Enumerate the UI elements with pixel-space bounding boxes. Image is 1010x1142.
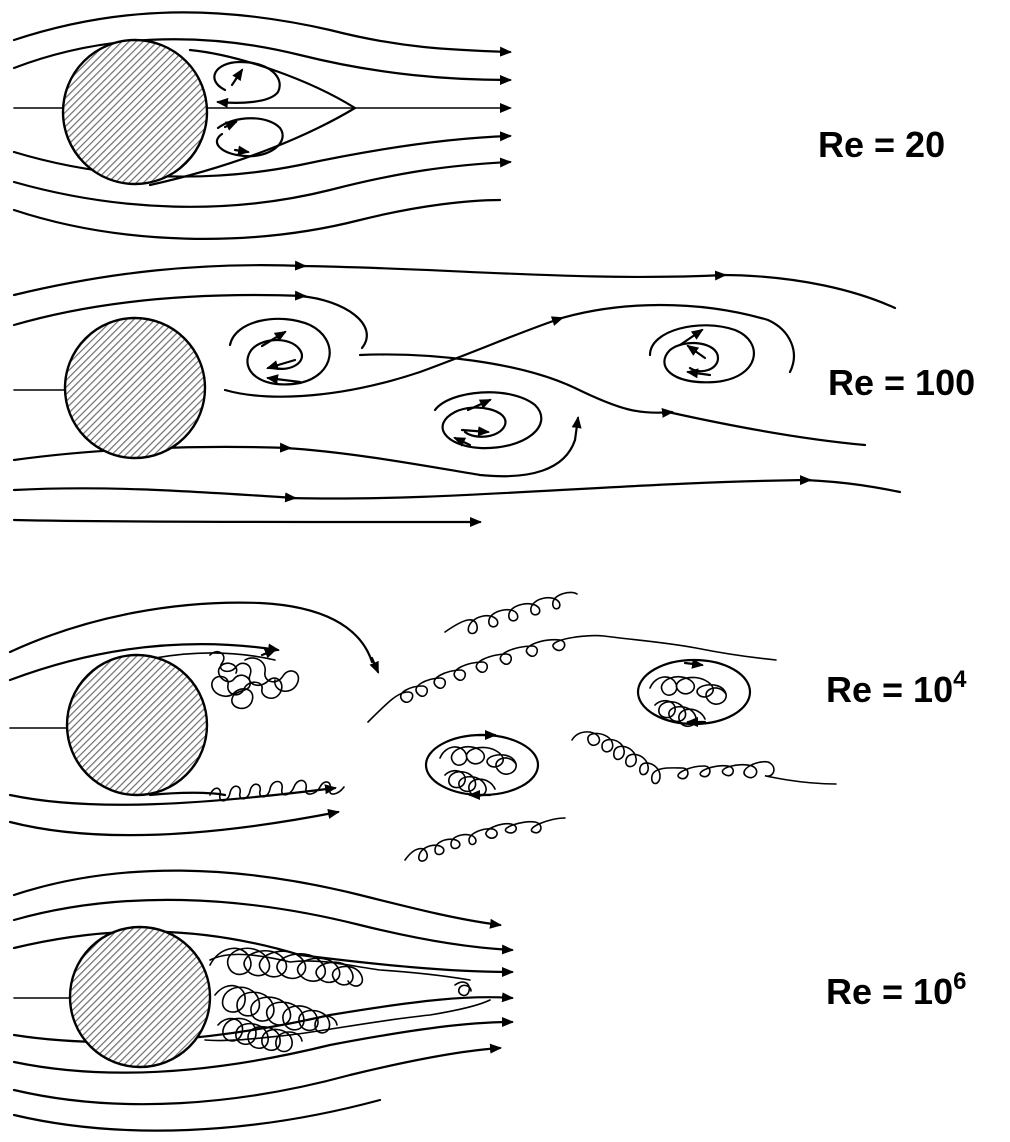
streamline <box>12 1098 382 1132</box>
vortex-arrow <box>683 658 704 669</box>
vortex <box>228 317 331 386</box>
streamline <box>718 273 897 310</box>
turbulent-eddy <box>244 657 300 692</box>
reynolds-exponent: 6 <box>953 968 967 995</box>
streamline <box>803 478 902 494</box>
streamline <box>8 643 280 682</box>
vortex-arrow <box>466 398 492 412</box>
streamline <box>298 264 727 281</box>
cylinder <box>68 925 212 1069</box>
eddy <box>213 60 281 108</box>
reynolds-exponent: 4 <box>953 666 967 693</box>
streamline <box>369 656 380 674</box>
turbulent-wake <box>217 1017 303 1053</box>
vortex-arrow <box>678 328 704 347</box>
streamline <box>553 303 795 374</box>
streamline <box>12 869 502 929</box>
streamline <box>571 416 582 442</box>
reynolds-text: Re = 10 <box>826 971 954 1012</box>
wake-curl <box>367 634 777 723</box>
turbulent-eddy <box>209 650 283 710</box>
reynolds-text: Re = 100 <box>828 362 976 403</box>
streamline <box>12 290 307 327</box>
eddy-arrow <box>223 120 238 131</box>
streamline <box>12 516 482 527</box>
vortex-arrow <box>460 426 490 437</box>
wake-curl <box>571 731 837 785</box>
streamline <box>666 410 867 447</box>
wake-bubble <box>148 48 357 187</box>
cylinder <box>65 653 209 797</box>
streamline <box>298 294 368 350</box>
streamline <box>12 898 514 955</box>
streamline <box>12 38 512 85</box>
streamline <box>12 1017 514 1074</box>
turbulent-wake <box>214 984 338 1034</box>
streamline <box>8 784 337 806</box>
streamline <box>288 475 812 500</box>
vortex-arrow <box>686 344 707 360</box>
streamline <box>154 652 276 661</box>
wake-curl <box>404 817 566 862</box>
turbulent-eddy <box>649 675 727 727</box>
vortex-arrow <box>266 358 297 370</box>
cylinder <box>61 38 209 186</box>
streamline <box>12 260 307 297</box>
vortex <box>648 324 755 384</box>
shear-curls <box>209 779 345 802</box>
streamline <box>12 198 502 240</box>
eddy-arrow <box>230 68 244 87</box>
streamline <box>12 157 512 208</box>
cylinder <box>63 316 207 460</box>
reynolds-text: Re = 10 <box>826 669 954 710</box>
turbulent-wake <box>204 953 491 1042</box>
panel-re-1e4 <box>8 591 837 862</box>
panel-re-100 <box>12 260 902 527</box>
vortex-arrow <box>686 368 712 379</box>
turbulent-wake <box>454 981 472 997</box>
vortex-arrow <box>266 374 302 385</box>
wake-curl <box>444 591 578 635</box>
panel-re-20 <box>12 11 512 240</box>
reynolds-label-1e6: Re = 106 <box>826 968 967 1013</box>
vortex-arrow <box>260 330 287 348</box>
streamline <box>283 438 577 478</box>
streamline <box>223 316 564 398</box>
turbulent-wake <box>209 947 364 987</box>
turbulent-vortex <box>424 733 540 797</box>
streamline <box>12 11 512 57</box>
vortex-arrow <box>453 436 472 447</box>
streamline <box>148 791 227 797</box>
streamline <box>8 601 374 664</box>
streamline <box>12 1043 502 1106</box>
streamline <box>8 809 340 837</box>
eddy <box>215 117 284 158</box>
reynolds-label-20: Re = 20 <box>818 124 945 166</box>
turbulent-eddy <box>439 745 517 797</box>
streamline <box>358 353 674 418</box>
eddy-arrow <box>233 145 250 156</box>
reynolds-label-1e4: Re = 104 <box>826 666 967 711</box>
reynolds-label-100: Re = 100 <box>828 362 975 404</box>
panel-re-1e6 <box>12 869 514 1132</box>
reynolds-text: Re = 20 <box>818 124 946 165</box>
turbulent-arrow <box>260 648 277 659</box>
streamline <box>12 487 297 503</box>
